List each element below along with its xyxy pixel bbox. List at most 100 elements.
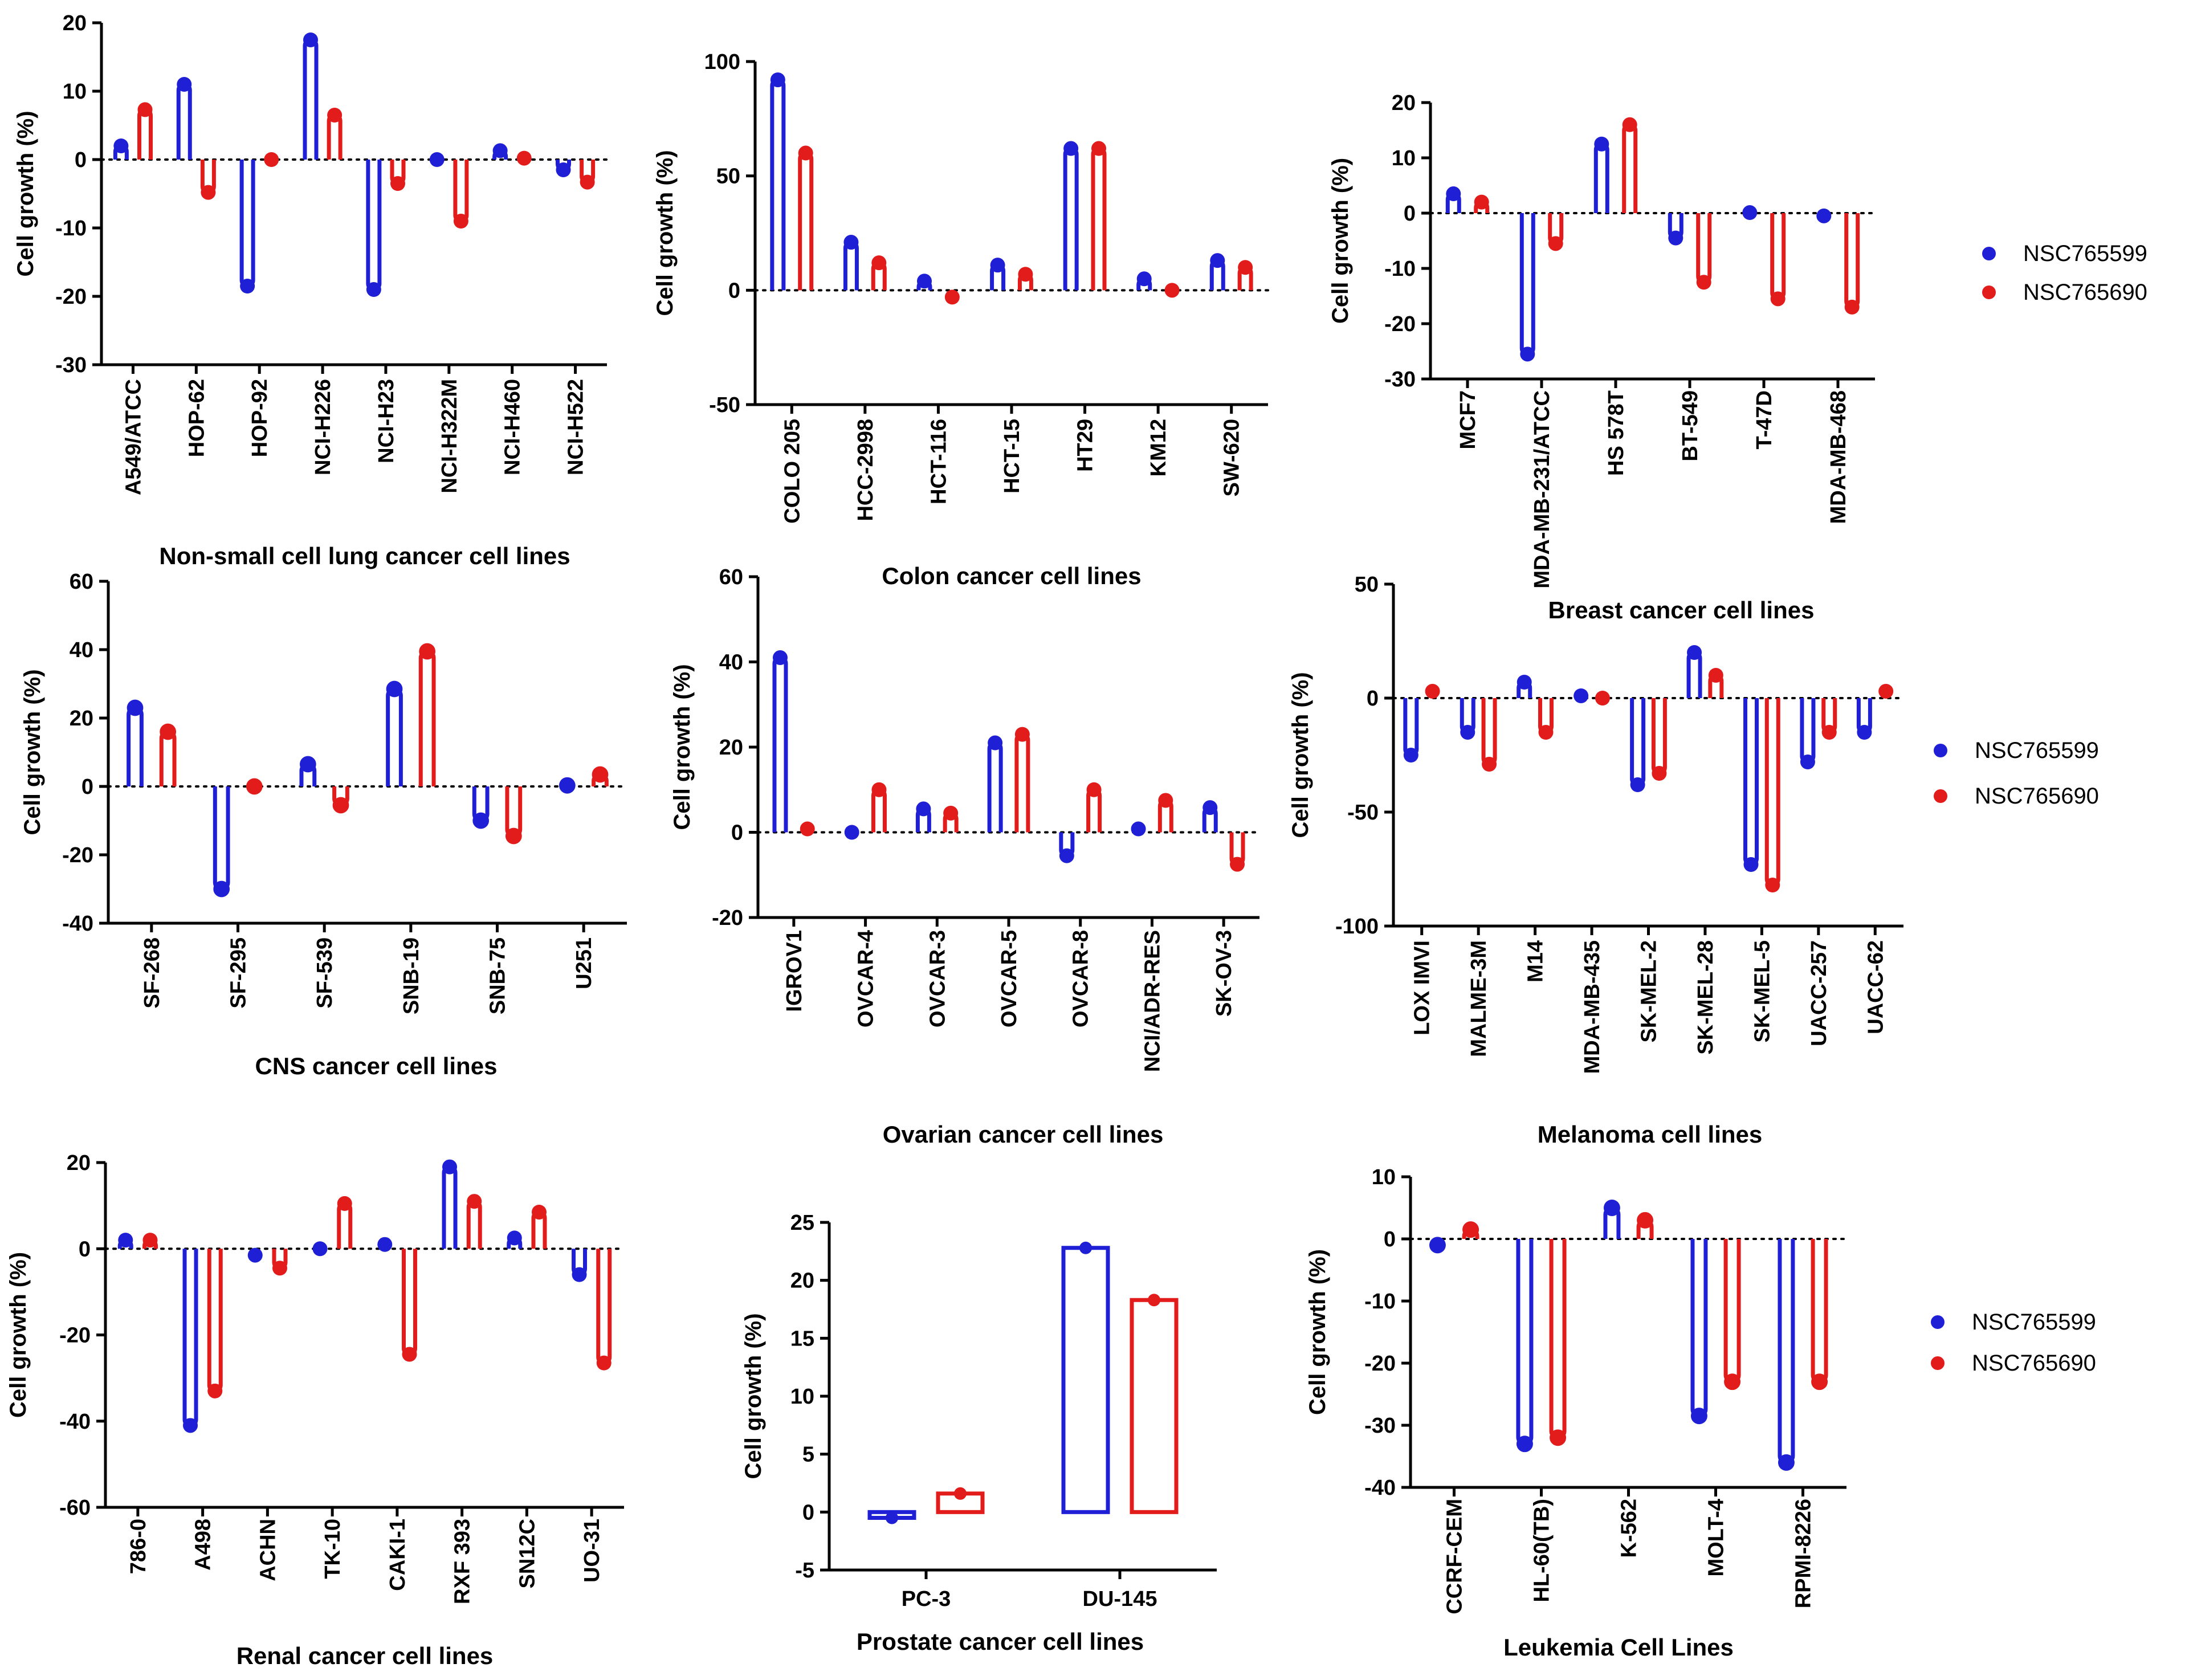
point-nsc765599-lox-imvi <box>1403 748 1418 762</box>
bar-nsc765599-hop-62 <box>176 82 192 160</box>
y-tick-label: 60 <box>719 565 743 589</box>
x-category-label: NCI/ADR-RES <box>1140 930 1164 1072</box>
point-nsc765690-786-0 <box>142 1233 158 1248</box>
x-category-label: HCT-116 <box>927 419 951 504</box>
x-category-label: NCI-H322M <box>438 379 462 494</box>
chart-title: Ovarian cancer cell lines <box>883 1121 1164 1148</box>
legend-marker-nsc765599 <box>1931 1315 1945 1329</box>
bar-nsc765690-a549-atcc <box>137 107 153 160</box>
x-category-label: HOP-62 <box>185 379 209 457</box>
point-nsc765690-mda-mb-468 <box>1844 299 1860 315</box>
chart-title: Leukemia Cell Lines <box>1503 1634 1734 1661</box>
point-nsc765690-sf-295 <box>246 778 263 795</box>
chart-melanoma-cell-lines: 50 0 -50 -100 LOX IMVI MALME-3M M14 MDA-MB-435 S… <box>1288 573 1905 1148</box>
point-nsc765599-colo-205 <box>770 72 785 88</box>
point-nsc765690-ovcar-8 <box>1086 782 1102 797</box>
x-category-label: SK-MEL-2 <box>1637 940 1661 1042</box>
x-category-label: OVCAR-4 <box>854 930 878 1027</box>
x-category-label: IGROV1 <box>782 930 806 1012</box>
legend-marker-nsc765690 <box>1931 1356 1945 1370</box>
point-nsc765599-k-562 <box>1603 1200 1620 1216</box>
x-category-label: T-47D <box>1752 390 1776 449</box>
point-nsc765690-uo-31 <box>596 1355 612 1371</box>
point-nsc765599-rxf-393 <box>442 1159 458 1175</box>
chart-title: Non-small cell lung cancer cell lines <box>159 543 570 569</box>
point-nsc765690-sf-539 <box>332 797 349 814</box>
y-tick-label: -60 <box>59 1496 91 1520</box>
y-tick-label: 10 <box>1392 146 1416 170</box>
chart-ovarian-cancer-cell-lines: 60 40 20 0 -20 IGROV1 OVCAR-4 OVCAR-3 OVCAR-5 OVC… <box>670 565 1261 1148</box>
point-nsc765690-hct-116 <box>944 289 960 305</box>
y-tick-label: -50 <box>1347 801 1379 825</box>
bar-nsc765690-sf-268 <box>159 729 177 786</box>
point-nsc765599-a549-atcc <box>113 138 129 153</box>
point-nsc765599-sk-mel-2 <box>1630 777 1645 792</box>
legend-marker-nsc765599 <box>1982 247 1996 260</box>
y-tick-label: -50 <box>709 393 740 417</box>
x-category-label: BT-549 <box>1678 390 1702 462</box>
bar-nsc765599-molt-4 <box>1690 1239 1708 1418</box>
x-category-label: COLO 205 <box>780 419 804 524</box>
point-nsc765599-hct-116 <box>917 274 932 289</box>
legend: NSC765599 NSC765690 <box>1982 241 2147 305</box>
bar-nsc765690-sk-mel-5 <box>1764 698 1780 887</box>
y-tick-label: -100 <box>1335 915 1379 939</box>
legend-label-nsc765690: NSC765690 <box>1975 784 2099 809</box>
point-nsc765690-bt-549 <box>1696 275 1711 290</box>
point-nsc765690-lox-imvi <box>1425 684 1440 699</box>
x-category-label: TK-10 <box>321 1519 345 1579</box>
point-nsc765690-uacc-62 <box>1878 684 1894 699</box>
point-nsc765599-hcc-2998 <box>843 235 859 250</box>
y-tick-label: 20 <box>67 1151 91 1175</box>
point-nsc765690-nci-h522 <box>580 174 595 190</box>
point-nsc765599-ccrf-cem <box>1429 1237 1446 1254</box>
point-nsc765599-hs-578t <box>1594 136 1609 152</box>
point-nsc765690-u251 <box>592 766 609 783</box>
x-category-label: RXF 393 <box>451 1519 475 1604</box>
bar-nsc765690-mda-mb-468 <box>1844 213 1860 309</box>
x-category-label: A498 <box>191 1519 215 1571</box>
point-nsc765599-t-47d <box>1742 205 1758 221</box>
x-category-label: K-562 <box>1617 1499 1641 1558</box>
x-category-label: SF-268 <box>140 937 164 1009</box>
x-category-label: MDA-MB-231/ATCC <box>1530 390 1554 589</box>
point-nsc765690-nci-h460 <box>516 150 532 166</box>
y-axis-title: Cell growth (%) <box>741 1313 766 1479</box>
point-nsc765599-sw-620 <box>1210 253 1225 268</box>
y-axis-title: Cell growth (%) <box>1288 672 1313 838</box>
chart-breast-cancer-cell-lines: 20 10 0 -10 -20 -30 MCF7 MDA-MB-231/ATCC HS 578T… <box>1328 91 1876 623</box>
x-category-label: HL-60(TB) <box>1530 1499 1554 1602</box>
chart-prostate-cancer-cell-lines: 25 20 15 10 5 0 -5 PC-3 DU-145 Cell growth (%) Pro… <box>741 1211 1217 1655</box>
y-axis-title: Cell growth (%) <box>20 669 45 835</box>
bar-nsc765690-caki-1 <box>401 1249 417 1357</box>
bar-nsc765599-sk-mel-5 <box>1743 698 1759 867</box>
bar-nsc765599-hop-92 <box>239 160 255 288</box>
x-category-label: SF-295 <box>227 937 251 1009</box>
y-tick-label: 25 <box>790 1211 814 1235</box>
x-category-label: OVCAR-5 <box>997 930 1021 1027</box>
point-nsc765690-hct-15 <box>1018 267 1033 282</box>
bar-nsc765690-snb-19 <box>418 649 436 786</box>
y-tick-label: -10 <box>55 217 87 240</box>
point-nsc765690-pc-3 <box>954 1487 967 1500</box>
point-nsc765599-sk-mel-28 <box>1687 645 1702 660</box>
point-nsc765690-igrov1 <box>800 821 815 837</box>
x-category-label: HS 578T <box>1604 390 1628 476</box>
y-tick-label: 0 <box>1367 687 1379 711</box>
chart-title: CNS cancer cell lines <box>255 1053 498 1079</box>
bar-nsc765690-a498 <box>207 1249 223 1393</box>
x-category-label: OVCAR-8 <box>1069 930 1093 1027</box>
point-nsc765690-sk-mel-5 <box>1765 878 1780 892</box>
chart-title: Colon cancer cell lines <box>882 562 1141 589</box>
chart-renal-cancer-cell-lines: 20 0 -20 -40 -60 786-0 A498 ACHN TK-10 CAKI-1 RXF … <box>6 1151 625 1669</box>
bar-nsc765599-mda-mb-231-atcc <box>1519 213 1535 356</box>
y-tick-label: 0 <box>802 1500 814 1524</box>
point-nsc765599-du-145 <box>1079 1241 1092 1254</box>
y-axis-title: Cell growth (%) <box>1305 1249 1330 1415</box>
x-category-label: MOLT-4 <box>1705 1499 1729 1577</box>
point-nsc765599-uacc-62 <box>1857 725 1872 740</box>
point-nsc765690-hcc-2998 <box>871 255 887 271</box>
point-nsc765599-hl-60-tb <box>1516 1436 1533 1453</box>
point-nsc765599-hop-62 <box>177 77 192 92</box>
